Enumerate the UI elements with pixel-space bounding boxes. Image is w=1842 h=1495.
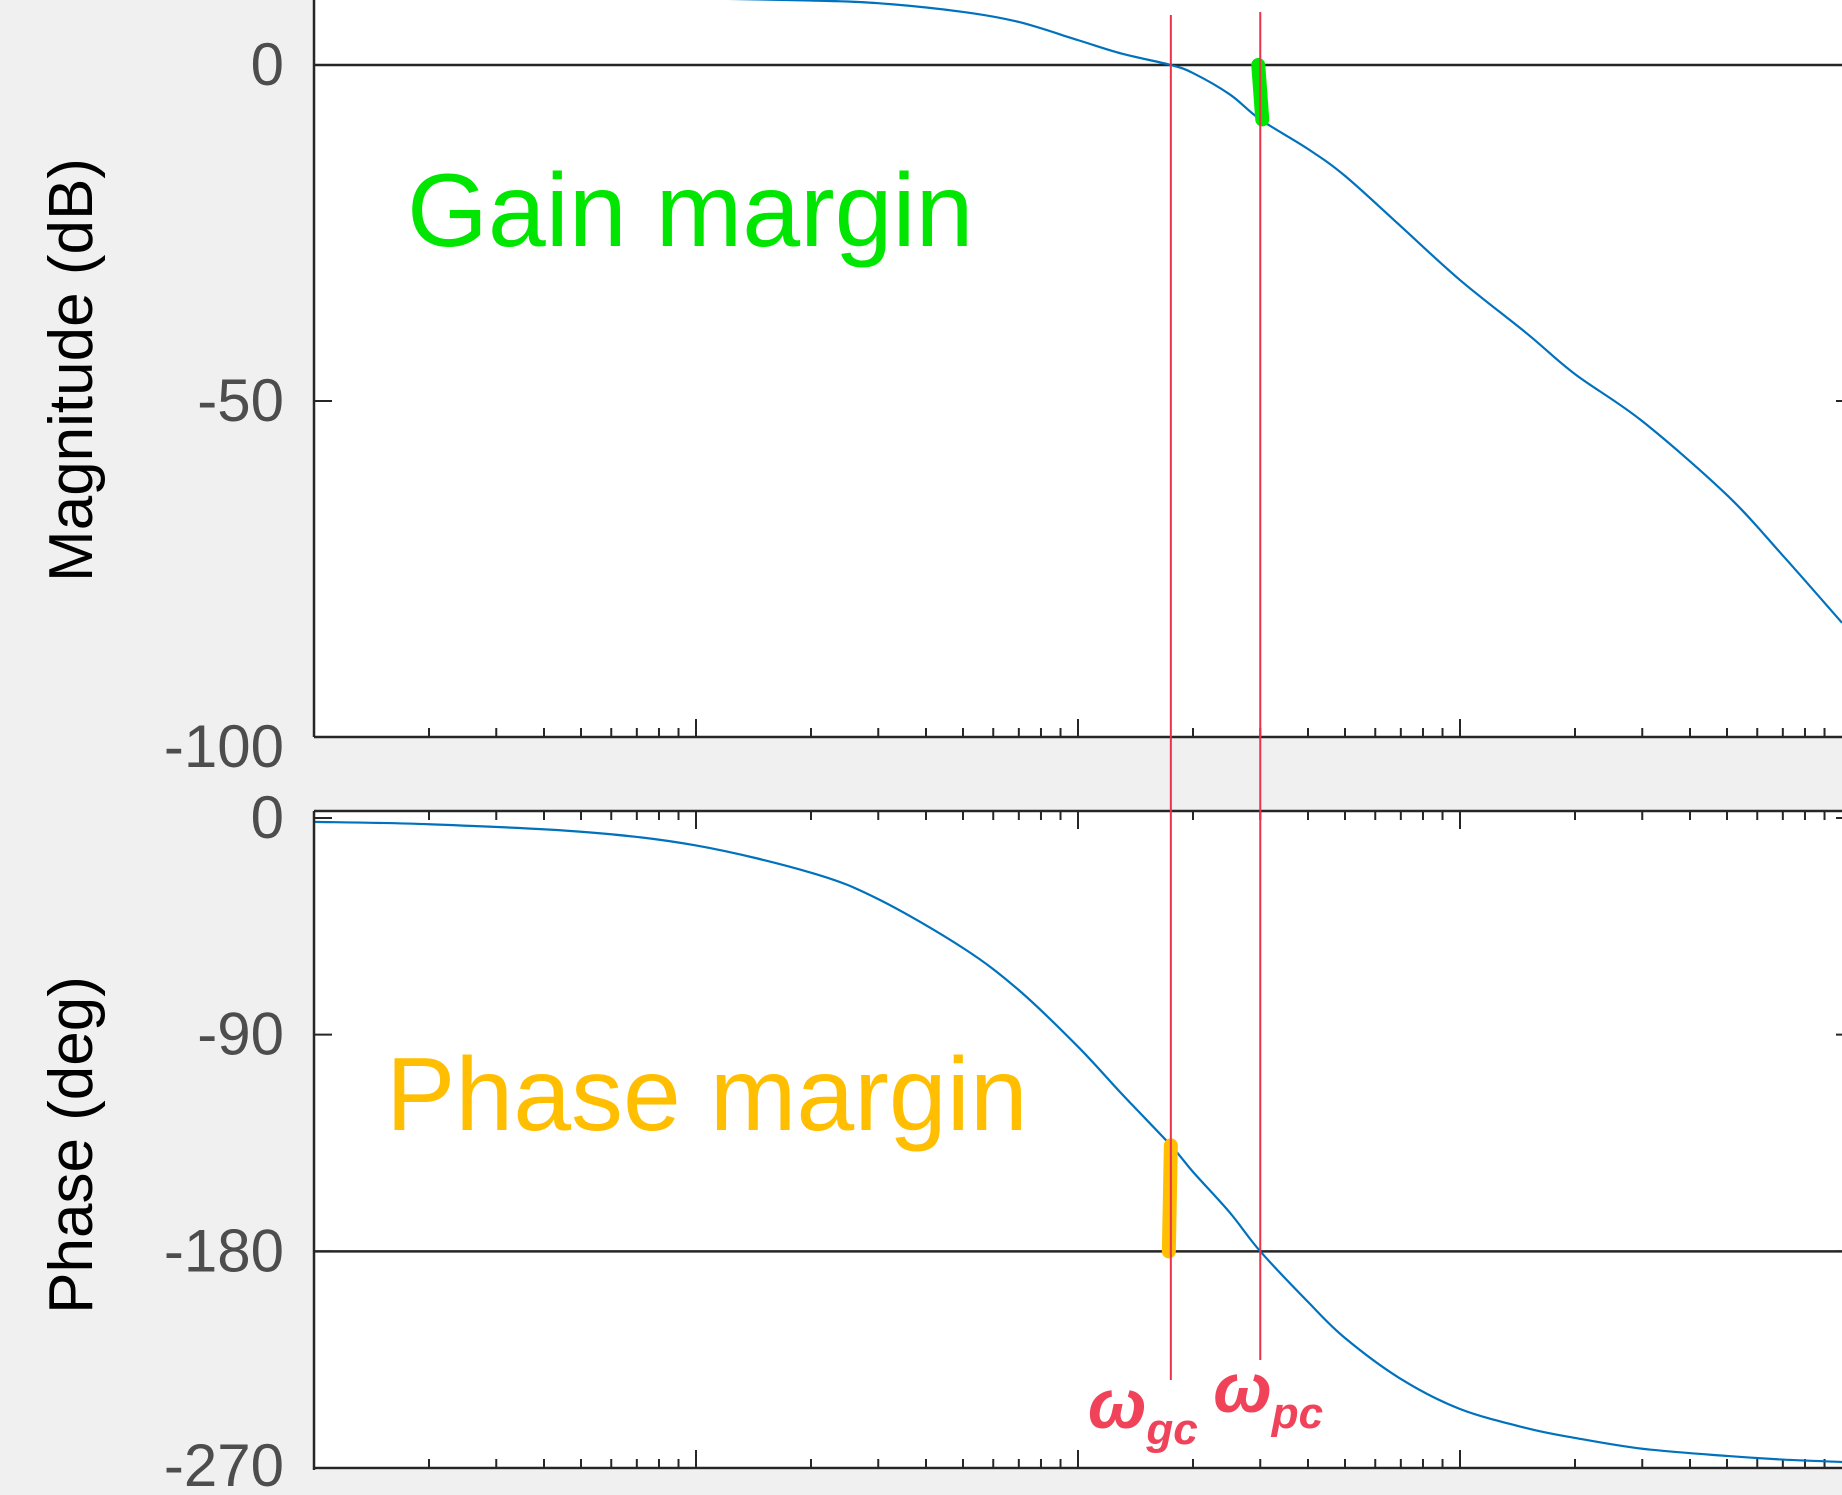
y-tick-label: 0 (251, 784, 284, 851)
magnitude-y-ticks: 0 -50 -100 (164, 31, 1842, 780)
magnitude-plot-area (314, 0, 1842, 737)
magnitude-y-axis-label: Magnitude (dB) (37, 158, 106, 582)
y-tick-label: -270 (164, 1432, 284, 1490)
gain-margin-annotation: Gain margin (407, 153, 973, 269)
y-tick-label: -90 (197, 1001, 284, 1068)
phase-crossover-label-main: ω (1213, 1349, 1271, 1427)
magnitude-curve (728, 0, 1842, 624)
magnitude-x-ticks (313, 719, 1826, 737)
phase-margin-annotation: Phase margin (386, 1037, 1028, 1153)
magnitude-panel: 0 -50 -100 Magnitude (dB) Gain margin (37, 0, 1842, 780)
phase-y-axis-label: Phase (deg) (37, 976, 106, 1314)
y-tick-label: -180 (164, 1217, 284, 1284)
phase-crossover-label: ωpc (1213, 1349, 1323, 1438)
y-tick-label: -50 (197, 367, 284, 434)
crossover-markers: ωgc ωpc (1088, 12, 1323, 1454)
gain-crossover-label-main: ω (1088, 1365, 1146, 1443)
gain-crossover-label: ωgc (1088, 1365, 1198, 1454)
y-tick-label: 0 (251, 31, 284, 98)
phase-panel: 0 -90 -180 -270 Phase (deg) Phase margin (37, 784, 1842, 1495)
phase-plot-area (314, 811, 1842, 1470)
y-tick-label: -100 (164, 713, 284, 780)
phase-crossover-label-sub: pc (1271, 1389, 1323, 1438)
phase-curve (314, 820, 1842, 1464)
gain-crossover-label-sub: gc (1145, 1405, 1197, 1454)
